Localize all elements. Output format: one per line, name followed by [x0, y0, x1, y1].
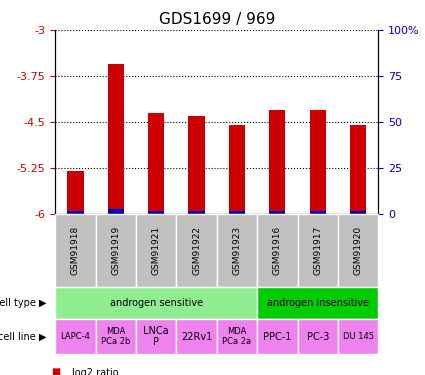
Text: MDA
PCa 2a: MDA PCa 2a — [222, 327, 252, 346]
Text: PPC-1: PPC-1 — [263, 332, 292, 342]
Text: GSM91922: GSM91922 — [192, 226, 201, 275]
Bar — [67, 211, 83, 214]
Bar — [108, 64, 124, 214]
Bar — [309, 211, 326, 214]
Text: LAPC-4: LAPC-4 — [60, 332, 91, 341]
Bar — [269, 211, 285, 214]
Text: GSM91918: GSM91918 — [71, 226, 80, 275]
Text: androgen insensitive: androgen insensitive — [266, 298, 369, 308]
Title: GDS1699 / 969: GDS1699 / 969 — [159, 12, 275, 27]
Bar — [148, 211, 164, 214]
Text: 22Rv1: 22Rv1 — [181, 332, 212, 342]
Text: GSM91916: GSM91916 — [273, 226, 282, 275]
Bar — [350, 125, 366, 214]
Text: GSM91923: GSM91923 — [232, 226, 241, 275]
Bar — [188, 116, 204, 214]
Bar — [67, 171, 83, 214]
Text: LNCa
P: LNCa P — [143, 326, 169, 347]
Text: GSM91917: GSM91917 — [313, 226, 322, 275]
Text: DU 145: DU 145 — [343, 332, 374, 341]
Bar — [188, 211, 204, 214]
Bar — [350, 211, 366, 214]
Text: GSM91920: GSM91920 — [354, 226, 363, 275]
Text: cell line ▶: cell line ▶ — [0, 332, 47, 342]
Text: cell type ▶: cell type ▶ — [0, 298, 47, 308]
Bar — [229, 211, 245, 214]
Bar — [269, 110, 285, 214]
Text: androgen sensitive: androgen sensitive — [110, 298, 203, 308]
Text: GSM91919: GSM91919 — [111, 226, 120, 275]
Bar — [108, 209, 124, 214]
Bar — [148, 112, 164, 214]
Bar — [229, 125, 245, 214]
Text: ■: ■ — [51, 368, 60, 375]
Text: GSM91921: GSM91921 — [152, 226, 161, 275]
Text: PC-3: PC-3 — [306, 332, 329, 342]
Text: log2 ratio: log2 ratio — [72, 368, 119, 375]
Text: MDA
PCa 2b: MDA PCa 2b — [101, 327, 130, 346]
Bar — [309, 110, 326, 214]
